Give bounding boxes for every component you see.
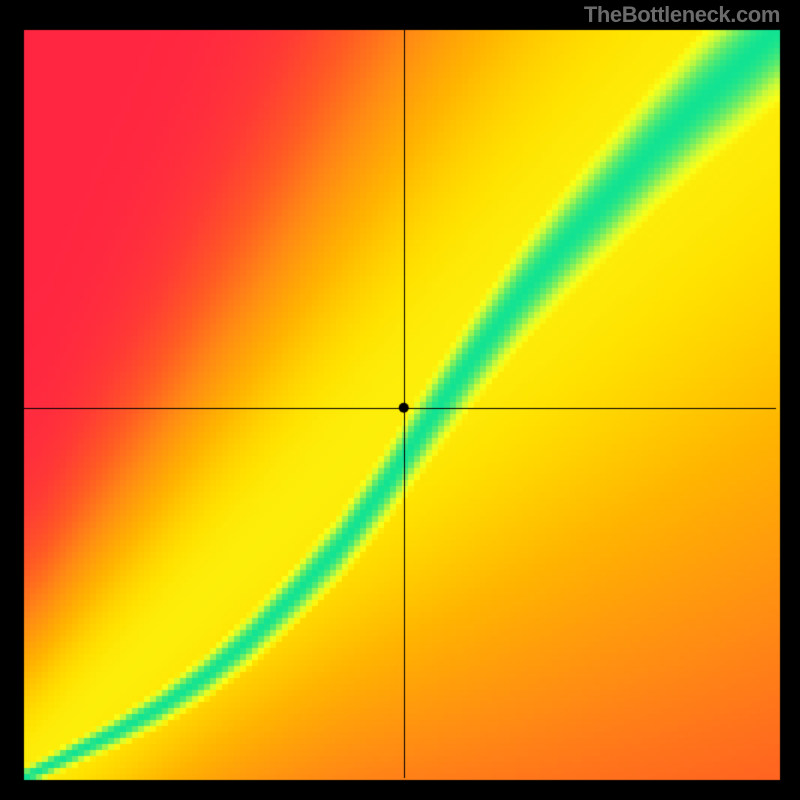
bottleneck-heatmap (0, 0, 800, 800)
chart-container: TheBottleneck.com (0, 0, 800, 800)
attribution-label: TheBottleneck.com (584, 2, 780, 28)
